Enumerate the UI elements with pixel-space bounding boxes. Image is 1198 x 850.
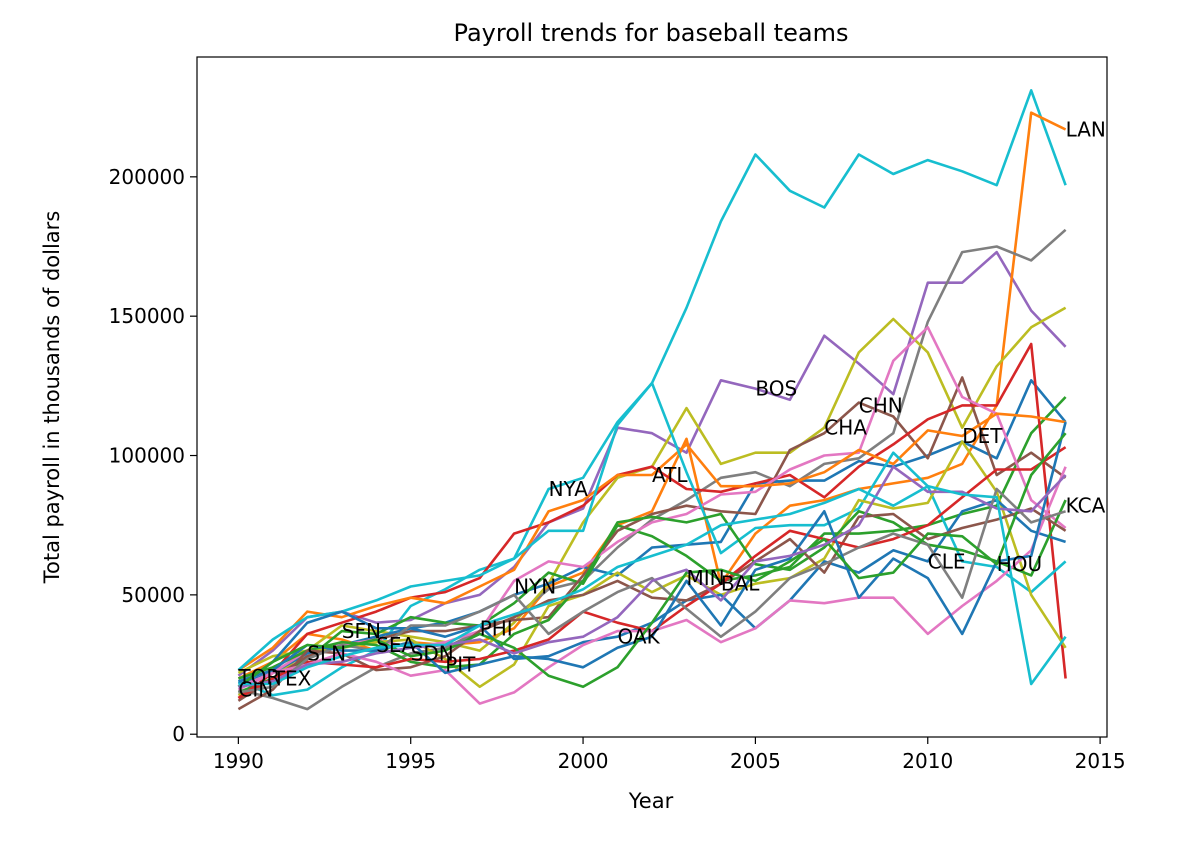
- team-label-cle: CLE: [928, 549, 966, 573]
- team-label-bal: BAL: [721, 572, 760, 596]
- series-line-18: [237, 466, 1067, 705]
- team-label-cin: CIN: [238, 678, 273, 702]
- x-axis-label: Year: [628, 789, 674, 813]
- team-label-cha: CHA: [824, 416, 867, 440]
- y-axis-label: Total payroll in thousands of dollars: [40, 211, 64, 585]
- team-label-chn: CHN: [859, 393, 903, 417]
- team-label-bos: BOS: [755, 377, 797, 401]
- series-line-9: [237, 342, 1067, 700]
- team-label-lan: LAN: [1066, 118, 1106, 142]
- team-label-sln: SLN: [307, 641, 346, 665]
- series-line-2: [237, 250, 1067, 677]
- plot-frame: [196, 56, 1108, 738]
- series-line-20: [237, 421, 1067, 683]
- team-label-nyn: NYN: [514, 575, 556, 599]
- y-tick-label: 150000: [109, 304, 185, 328]
- x-tick-label: 2005: [730, 749, 781, 773]
- series-line-13: [237, 440, 1067, 689]
- team-label-hou: HOU: [997, 552, 1042, 576]
- series-line-11: [237, 412, 1066, 672]
- series-line-3: [237, 111, 1067, 680]
- y-tick-label: 50000: [121, 583, 185, 607]
- y-axis: 0 50000 100000 150000 200000: [109, 165, 197, 746]
- series-line-22: [238, 465, 1067, 689]
- team-label-tor: TOR: [237, 665, 280, 689]
- x-tick-label: 1995: [385, 749, 436, 773]
- team-label-oak: OAK: [618, 625, 661, 649]
- y-tick-label: 0: [172, 722, 185, 746]
- series-line-21: [237, 432, 1067, 689]
- chart-title: Payroll trends for baseball teams: [454, 19, 849, 47]
- x-tick-label: 2015: [1075, 749, 1126, 773]
- series-line-23: [238, 484, 1067, 686]
- x-tick-label: 2010: [902, 749, 953, 773]
- team-label-sdn: SDN: [411, 641, 454, 665]
- y-tick-label: 100000: [109, 444, 185, 468]
- y-tick-label: 200000: [109, 165, 185, 189]
- x-tick-label: 2000: [558, 749, 609, 773]
- team-label-det: DET: [962, 424, 1003, 448]
- team-label-min: MIN: [687, 566, 725, 590]
- team-label-nya: NYA: [549, 477, 589, 501]
- x-tick-label: 1990: [213, 749, 264, 773]
- team-label-atl: ATL: [652, 463, 688, 487]
- team-label-tex: TEX: [272, 667, 312, 691]
- x-axis: 1990 1995 2000 2005 2010 2015: [213, 737, 1126, 773]
- team-label-sfn: SFN: [342, 619, 381, 643]
- team-label-phi: PHI: [480, 616, 513, 640]
- series-layer: [237, 89, 1067, 711]
- team-label-sea: SEA: [376, 633, 415, 657]
- team-label-kca: KCA: [1066, 494, 1106, 518]
- team-label-pit: PIT: [445, 653, 476, 677]
- series-line-16: [237, 507, 1067, 711]
